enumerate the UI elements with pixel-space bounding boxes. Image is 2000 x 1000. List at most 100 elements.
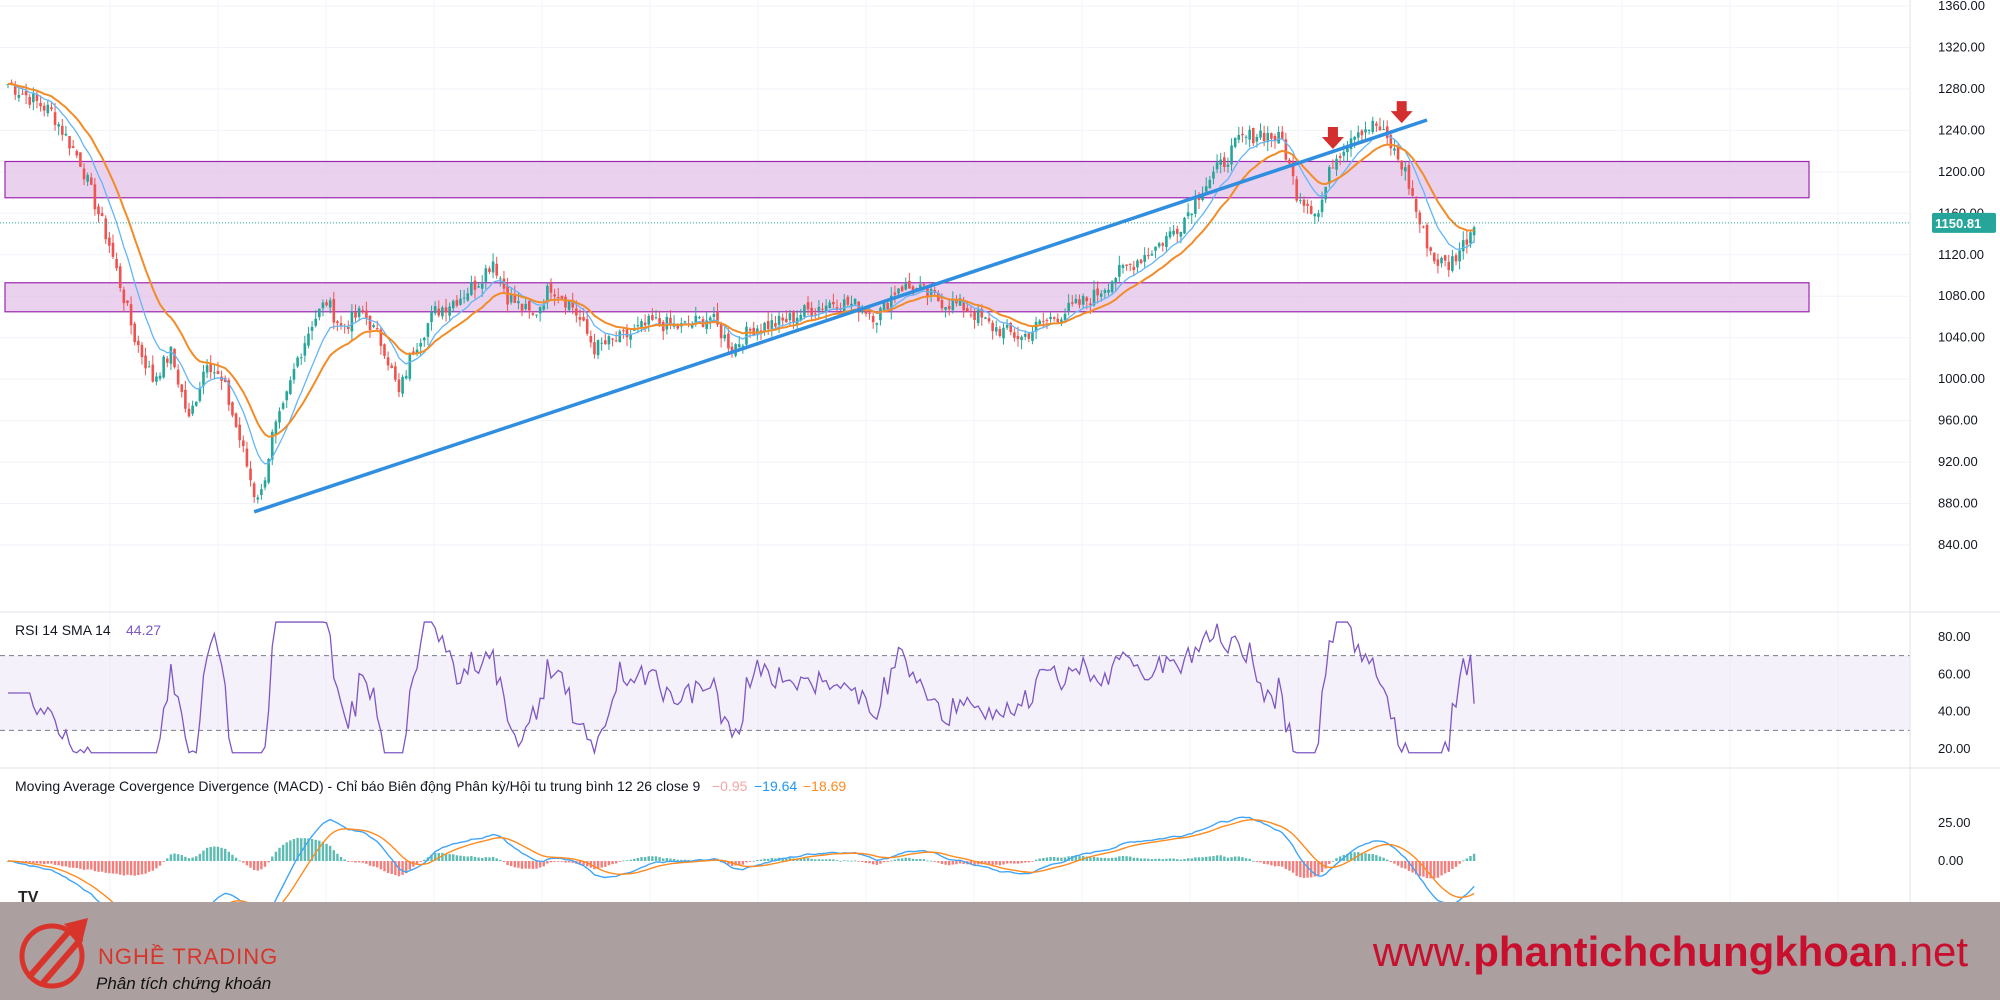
macd-histogram-bar [1386,859,1389,861]
candle-body [1382,129,1385,131]
macd-histogram-bar [1005,861,1009,864]
candle-body [1396,146,1400,160]
macd-histogram-bar [600,861,603,868]
macd-histogram-bar [281,844,285,861]
macd-histogram-bar [1176,859,1179,861]
candle-body [108,237,111,246]
candle-body [1270,133,1273,139]
candle-body [658,318,661,325]
candle-body [1052,317,1056,319]
candle-body [716,311,719,325]
macd-histogram-bar [1085,856,1088,861]
macd-histogram-bar [274,851,278,861]
candle-body [846,296,850,305]
site-url-link[interactable]: www.phantichchungkhoan.net [1373,928,1968,976]
macd-histogram-bar [129,861,133,876]
candle-body [397,379,401,393]
macd-histogram-bar [191,857,194,861]
candle-body [1179,231,1183,237]
macd-histogram-bar [1320,861,1324,873]
candle-body [1023,333,1027,337]
macd-histogram-bar [1161,859,1164,861]
macd-histogram-bar [1063,857,1067,861]
candle-body [180,384,184,392]
candle-body [336,321,339,324]
price-tick-label: 880.00 [1938,496,1978,511]
macd-histogram-bar [419,861,422,862]
macd-histogram-bar [470,856,473,861]
macd-histogram-bar [1252,860,1255,862]
candle-body [509,294,513,303]
macd-histogram-bar [1045,857,1049,861]
candle-body [1356,132,1360,138]
macd-histogram-bar [267,861,270,863]
candle-body [1255,136,1259,142]
candle-body [589,335,593,343]
candle-body [1237,134,1241,140]
macd-histogram-bar [1089,857,1092,861]
macd-histogram-bar [1310,861,1313,878]
macd-histogram-bar [184,856,187,861]
candle-body [1262,132,1266,142]
candle-body [423,337,426,341]
macd-histogram-bar [336,853,339,861]
candle-body [1233,137,1237,147]
tv-watermark: TV [18,889,39,906]
macd-histogram-bar [477,857,480,861]
macd-histogram-bar [1338,856,1342,861]
macd-histogram-bar [1024,861,1027,863]
candle-body [350,311,354,332]
candle-body [104,218,108,240]
candle-body [575,308,578,316]
candle-body [437,308,441,316]
candle-body [984,317,987,319]
macd-histogram-bar [1353,852,1356,861]
macd-histogram-bar [1237,856,1240,861]
macd-histogram-bar [249,861,252,868]
candle-body [50,107,53,110]
macd-histogram-bar [890,860,893,862]
trendline [253,118,1428,514]
macd-histogram-bar [651,856,654,861]
macd-histogram-bar [46,861,50,864]
candle-body [1418,212,1422,225]
price-tick-label: 1200.00 [1938,164,1985,179]
macd-histogram-bar [473,856,477,861]
candle-body [444,307,448,313]
candle-body [868,312,871,314]
macd-histogram-bar [50,861,53,864]
macd-histogram-bar [372,861,375,867]
candle-body [1364,129,1367,133]
candle-body [973,312,976,321]
macd-histogram-bar [361,861,364,863]
macd-histogram-bar [1371,854,1374,861]
candle-body [578,317,582,320]
candle-body [441,307,444,317]
macd-histogram-bar [292,838,296,861]
candle-body [730,346,734,354]
macd-histogram-bar [119,861,122,875]
candle-body [415,349,419,354]
macd-histogram-bar [1364,853,1367,861]
macd-histogram-bar [647,856,650,861]
macd-histogram-bar [520,861,524,869]
macd-histogram-bar [82,861,86,870]
candle-body [1049,316,1052,320]
rsi-line [8,621,1475,756]
macd-histogram-bar [32,861,35,864]
macd-histogram-bar [1433,861,1436,879]
candle-body [1371,120,1375,133]
candle-body [296,357,299,367]
candle-body [781,317,784,321]
macd-histogram-bar [314,839,317,861]
macd-histogram-bar [43,861,46,865]
candle-body [1251,128,1255,144]
macd-histogram-bar [394,861,397,876]
macd-histogram-bar [973,861,976,866]
candle-body [1219,159,1222,165]
macd-histogram-bar [1270,861,1273,866]
rsi-tick-label: 40.00 [1938,704,1971,719]
candlestick-series [6,79,1476,504]
macd-histogram-bar [307,838,310,861]
candle-body [499,278,502,280]
